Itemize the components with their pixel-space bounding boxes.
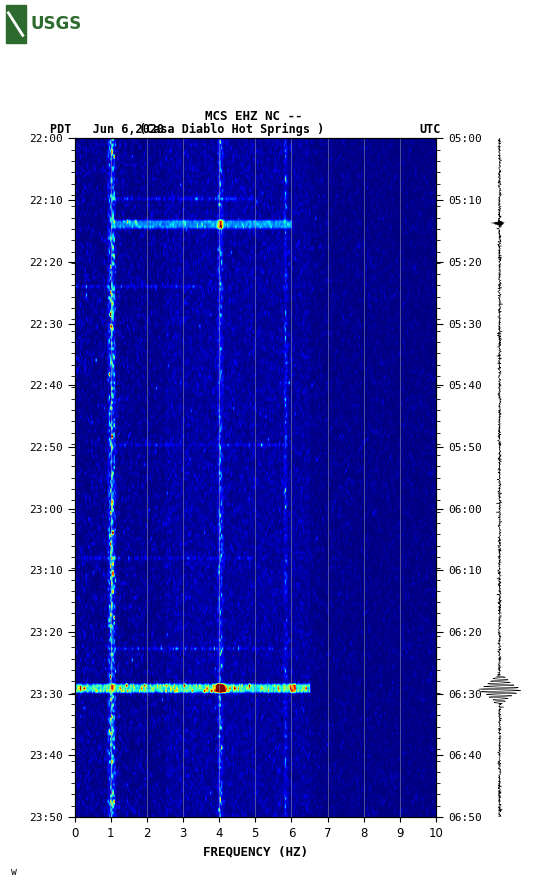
Text: w: w xyxy=(11,867,17,877)
Text: USGS: USGS xyxy=(31,15,82,33)
Text: UTC: UTC xyxy=(420,122,441,136)
X-axis label: FREQUENCY (HZ): FREQUENCY (HZ) xyxy=(203,846,308,858)
Text: MCS EHZ NC --: MCS EHZ NC -- xyxy=(205,110,302,123)
Text: (Casa Diablo Hot Springs ): (Casa Diablo Hot Springs ) xyxy=(139,122,325,136)
Text: PDT   Jun 6,2020: PDT Jun 6,2020 xyxy=(50,122,164,136)
